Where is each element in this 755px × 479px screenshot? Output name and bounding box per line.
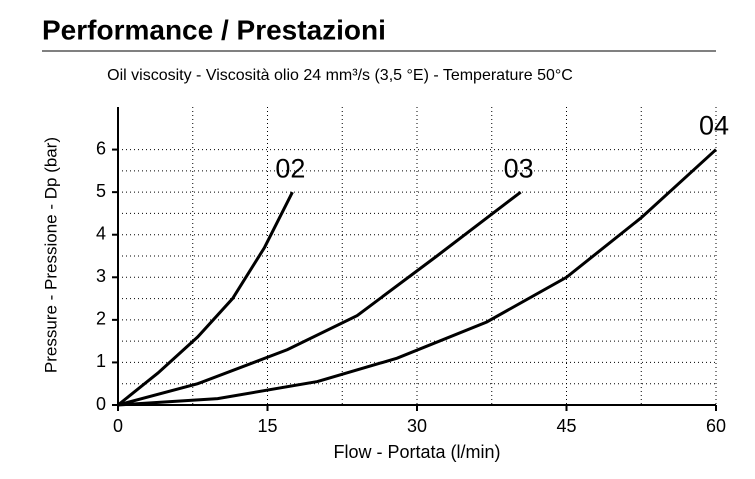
series-label: 04 (699, 111, 729, 141)
series-line (117, 190, 522, 407)
x-tick-label: 0 (113, 416, 123, 436)
series-label: 03 (504, 153, 534, 183)
y-tick-label: 2 (96, 309, 106, 329)
x-tick-label: 30 (407, 416, 427, 436)
series-label: 02 (275, 153, 305, 183)
y-tick-label: 1 (96, 351, 106, 371)
x-tick-label: 15 (257, 416, 277, 436)
series-line (117, 191, 294, 407)
x-tick-label: 60 (706, 416, 726, 436)
y-tick-label: 6 (96, 138, 106, 158)
y-tick-label: 3 (96, 266, 106, 286)
series-line (117, 148, 718, 407)
x-axis-label: Flow - Portata (l/min) (333, 442, 500, 462)
x-tick-label: 45 (556, 416, 576, 436)
y-tick-label: 5 (96, 181, 106, 201)
chart-title: Performance / Prestazioni (42, 14, 386, 45)
chart-subtitle: Oil viscosity - Viscosità olio 24 mm³/s … (107, 67, 573, 84)
y-tick-label: 0 (96, 394, 106, 414)
y-tick-label: 4 (96, 223, 106, 243)
y-axis-label: Pressure - Pressione - Dp (bar) (41, 137, 60, 373)
